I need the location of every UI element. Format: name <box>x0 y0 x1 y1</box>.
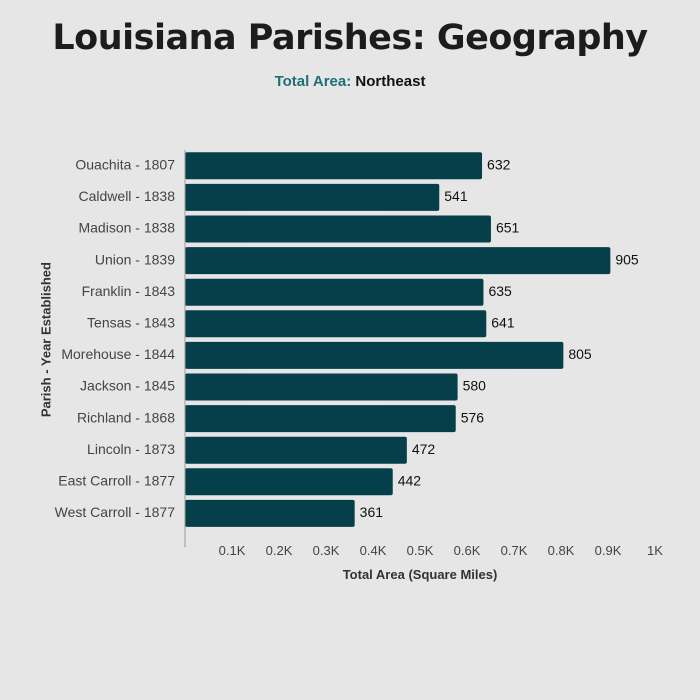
bar <box>185 247 611 275</box>
x-axis-title: Total Area (Square Miles) <box>343 567 498 582</box>
y-tick-labels-group: Ouachita - 1807 Caldwell - 1838 Madison - … <box>55 157 176 521</box>
y-tick-label: East Carroll - 1877 <box>58 473 175 489</box>
x-tick-label: 1K <box>647 543 663 558</box>
bar-value-label: 632 <box>487 157 511 173</box>
chart-subtitle: Total Area: Northeast <box>0 73 700 90</box>
bar <box>185 152 483 180</box>
y-axis-title: Parish - Year Established <box>38 262 53 417</box>
bar <box>185 183 440 211</box>
chart-title: Louisiana Parishes: Geography <box>52 18 648 58</box>
x-tick-label: 0.6K <box>454 543 481 558</box>
y-tick-label: Jackson - 1845 <box>80 378 175 394</box>
bar <box>185 468 393 496</box>
y-tick-label: Richland - 1868 <box>77 409 175 425</box>
bar-value-label: 361 <box>360 504 384 520</box>
y-tick-label: Union - 1839 <box>95 251 175 267</box>
bar-value-label: 541 <box>444 188 468 204</box>
x-tick-label: 0.9K <box>595 543 622 558</box>
y-tick-label: Ouachita - 1807 <box>75 157 175 173</box>
y-tick-label: Madison - 1838 <box>78 220 175 236</box>
bar <box>185 499 355 527</box>
x-tick-label: 0.1K <box>219 543 246 558</box>
subtitle-value: Northeast <box>355 73 426 90</box>
bar-value-label: 442 <box>398 473 422 489</box>
y-tick-label: Tensas - 1843 <box>87 315 175 331</box>
bar <box>185 405 456 433</box>
bar-value-label: 905 <box>615 251 639 267</box>
bar-value-label: 472 <box>412 441 436 457</box>
bar-value-label: 651 <box>496 220 520 236</box>
bar-value-label: 576 <box>461 409 485 425</box>
bar <box>185 436 407 464</box>
bar-value-label: 580 <box>463 378 487 394</box>
subtitle-label: Total Area: <box>274 73 352 90</box>
bars-group <box>185 152 611 527</box>
x-tick-label: 0.4K <box>360 543 387 558</box>
bar <box>185 341 564 369</box>
y-tick-label: Morehouse - 1844 <box>61 346 175 362</box>
y-tick-label: Lincoln - 1873 <box>87 441 175 457</box>
x-tick-labels-group: 0.1K 0.2K 0.3K 0.4K 0.5K 0.6K 0.7K 0.8K 0.9K 1K <box>219 543 664 558</box>
data-labels-group: 632 541 651 905 635 641 805 580 576 472 442 361 <box>360 157 639 521</box>
x-tick-label: 0.3K <box>313 543 340 558</box>
bar-value-label: 641 <box>491 315 515 331</box>
bar-value-label: 635 <box>488 283 512 299</box>
bar <box>185 310 487 338</box>
y-tick-label: Caldwell - 1838 <box>79 188 176 204</box>
bar <box>185 278 484 306</box>
bar <box>185 215 491 243</box>
x-tick-label: 0.7K <box>501 543 528 558</box>
x-tick-label: 0.5K <box>407 543 434 558</box>
y-tick-label: Franklin - 1843 <box>82 283 176 299</box>
x-tick-label: 0.8K <box>548 543 575 558</box>
bar <box>185 373 458 401</box>
bar-value-label: 805 <box>568 346 592 362</box>
y-tick-label: West Carroll - 1877 <box>55 504 176 520</box>
x-tick-label: 0.2K <box>266 543 293 558</box>
